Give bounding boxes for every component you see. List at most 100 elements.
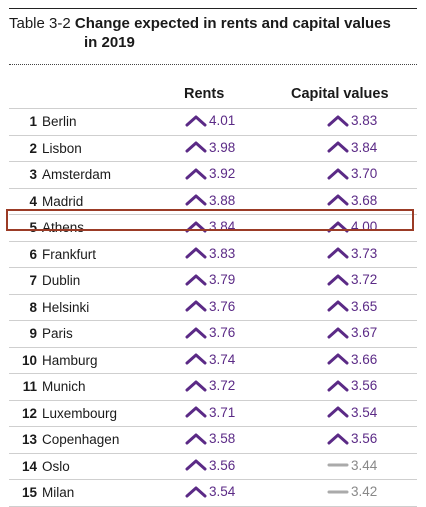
up-arrow-icon — [185, 327, 207, 338]
rank: 15 — [21, 485, 37, 500]
capital-value: 3.56 — [351, 378, 378, 393]
capital-value: 3.42 — [351, 484, 378, 499]
table-row: 13 Copenhagen 3.58 3.56 — [9, 426, 417, 453]
up-arrow-icon — [327, 194, 349, 206]
capital-cell: 3.73 — [327, 246, 377, 261]
flat-dash-icon — [327, 490, 349, 493]
city-name: Luxembourg — [42, 405, 118, 421]
top-rule — [9, 8, 417, 9]
table-title: Table 3-2 Change expected in rents and c… — [9, 14, 417, 52]
column-header-capital-values: Capital values — [291, 86, 389, 102]
city-name: Munich — [42, 379, 86, 394]
capital-cell: 3.83 — [327, 113, 377, 128]
table-row: 1 Berlin 4.01 3.83 — [9, 108, 417, 135]
rents-cell: 3.56 — [185, 458, 235, 473]
up-arrow-icon — [185, 194, 207, 206]
capital-value: 3.56 — [351, 431, 378, 446]
rank: 11 — [22, 379, 37, 394]
up-arrow-icon — [327, 433, 349, 444]
column-header-rents: Rents — [184, 86, 225, 102]
up-arrow-icon — [185, 115, 207, 126]
rents-value: 3.72 — [209, 378, 236, 393]
city-name: Berlin — [42, 114, 77, 129]
city-name: Madrid — [42, 193, 84, 209]
rents-value: 3.54 — [209, 484, 236, 499]
rents-value: 3.88 — [209, 192, 236, 208]
table-number: Table 3-2 — [9, 15, 71, 32]
table-row: 7 Dublin 3.79 3.72 — [9, 267, 417, 294]
capital-cell: 3.56 — [327, 378, 377, 393]
rank: 6 — [29, 246, 37, 262]
capital-cell: 3.54 — [327, 405, 377, 420]
rents-cell: 3.72 — [185, 378, 235, 393]
capital-value: 3.72 — [351, 272, 378, 287]
city-name: Frankfurt — [42, 246, 97, 262]
rank: 14 — [21, 458, 37, 474]
rents-value: 3.79 — [209, 272, 236, 287]
up-arrow-icon — [185, 168, 207, 179]
up-arrow-icon — [185, 300, 207, 312]
city-name: Milan — [42, 485, 75, 500]
capital-value: 3.68 — [351, 192, 378, 208]
city-name: Dublin — [42, 273, 81, 288]
up-arrow-icon — [327, 115, 349, 126]
rank: 10 — [21, 352, 37, 368]
capital-cell: 3.72 — [327, 272, 377, 287]
up-arrow-icon — [327, 247, 349, 259]
rents-value: 4.01 — [209, 113, 236, 128]
rents-cell: 3.88 — [185, 193, 235, 208]
capital-value: 3.66 — [351, 351, 378, 367]
up-arrow-icon — [327, 168, 349, 179]
city-name: Copenhagen — [42, 432, 120, 447]
rents-cell: 3.83 — [185, 246, 235, 261]
rents-cell: 3.76 — [185, 325, 235, 340]
up-arrow-icon — [327, 274, 349, 285]
up-arrow-icon — [185, 433, 207, 444]
capital-value: 3.44 — [351, 457, 378, 473]
rents-cell: 3.58 — [185, 431, 235, 446]
table-row: 11 Munich 3.72 3.56 — [9, 373, 417, 400]
rank: 5 — [29, 220, 37, 235]
city-name: Helsinki — [42, 299, 90, 315]
rents-cell: 3.79 — [185, 272, 235, 287]
table-body: 1 Berlin 4.01 3.83 2 Lisbon 3.98 3.84 3 Amsterdam… — [9, 108, 417, 507]
rank: 3 — [29, 167, 37, 182]
city-name: Hamburg — [42, 352, 98, 368]
city-name: Athens — [42, 220, 85, 235]
table-heading-line1: Change expected in rents and capital val… — [74, 15, 391, 32]
capital-cell: 3.66 — [327, 352, 377, 367]
capital-cell: 3.65 — [327, 299, 377, 314]
rents-cell: 3.98 — [185, 140, 235, 155]
table-row: 4 Madrid 3.88 3.68 — [9, 187, 417, 215]
rank: 8 — [29, 299, 37, 315]
capital-cell: 3.68 — [327, 193, 377, 208]
highlight-box — [6, 209, 414, 231]
rents-value: 3.56 — [209, 457, 236, 473]
rents-cell: 3.92 — [185, 166, 235, 181]
up-arrow-icon — [185, 459, 207, 471]
up-arrow-icon — [327, 380, 349, 391]
capital-value: 3.70 — [351, 166, 378, 181]
table-row: 10 Hamburg 3.74 3.66 — [9, 346, 417, 374]
up-arrow-icon — [185, 274, 207, 285]
up-arrow-icon — [327, 327, 349, 338]
capital-cell: 3.44 — [327, 458, 377, 473]
table-heading-line2: in 2019 — [84, 34, 135, 51]
up-arrow-icon — [185, 141, 207, 153]
capital-cell: 3.42 — [327, 484, 377, 499]
rank: 2 — [29, 140, 37, 156]
rents-value: 3.58 — [209, 431, 236, 446]
capital-value: 3.84 — [351, 139, 378, 155]
rents-value: 3.76 — [209, 298, 236, 314]
rank: 12 — [21, 405, 37, 421]
rents-value: 3.76 — [209, 325, 236, 340]
up-arrow-icon — [327, 141, 349, 153]
up-arrow-icon — [327, 221, 349, 232]
table-row: 2 Lisbon 3.98 3.84 — [9, 134, 417, 162]
rents-value: 3.71 — [209, 404, 236, 420]
capital-value: 3.54 — [351, 404, 378, 420]
up-arrow-icon — [185, 247, 207, 259]
capital-value: 3.73 — [351, 245, 378, 261]
capital-cell: 3.70 — [327, 166, 377, 181]
rents-value: 3.83 — [209, 245, 236, 261]
